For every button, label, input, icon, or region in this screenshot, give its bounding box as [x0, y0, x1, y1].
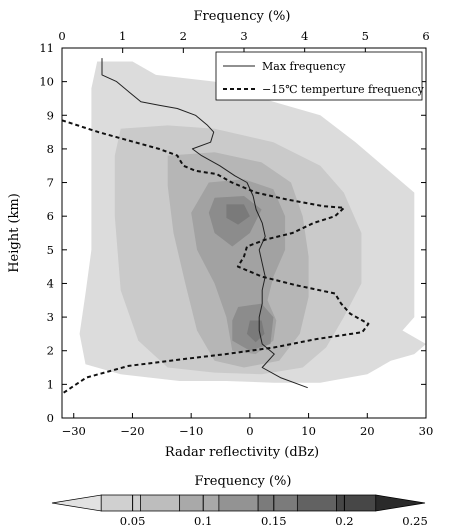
colorbar-segment: [296, 494, 337, 512]
heatmap-region-level-6: [226, 204, 250, 225]
colorbar-tick-label: 0.25: [402, 514, 428, 528]
legend: Max frequency −15℃ temperture frequency: [215, 51, 425, 101]
colorbar-title: Frequency (%): [195, 474, 292, 489]
colorbar-tick-label: 0.05: [120, 514, 146, 528]
y-tick-label: 7: [47, 176, 54, 190]
x-tick-label: 20: [360, 424, 375, 438]
legend-entry-temperature-frequency: −15℃ temperture frequency: [262, 83, 425, 96]
tick-layer: 0 1 2 3 4 5 6 7 8 9 10 11 −30 −20 −10 0 10 20 30 0 1 2 3 4 5 6: [39, 29, 433, 438]
colorbar-segment: [51, 494, 102, 512]
legend-box: [215, 51, 423, 101]
top-tick-label: 0: [58, 29, 65, 43]
colorbar: 0.05 0.1 0.15 0.2 0.25: [51, 494, 428, 528]
colorbar-segment: [257, 494, 298, 512]
y-tick-label: 8: [47, 142, 54, 156]
y-tick-label: 11: [39, 41, 54, 55]
y-tick-label: 4: [47, 276, 54, 290]
top-tick-label: 5: [362, 29, 369, 43]
top-tick-label: 3: [240, 29, 247, 43]
x-tick-label: 30: [419, 424, 434, 438]
colorbar-segment: [100, 494, 141, 512]
x-tick-label: −10: [179, 424, 203, 438]
series-line-temperature-frequency: [61, 119, 370, 395]
y-tick-label: 0: [47, 411, 54, 425]
top-axis-title: Frequency (%): [194, 9, 291, 24]
colorbar-segment: [336, 494, 377, 512]
x-tick-label: −30: [62, 424, 86, 438]
colorbar-tick-label: 0.2: [335, 514, 353, 528]
top-tick-label: 2: [180, 29, 187, 43]
x-tick-label: 0: [246, 424, 253, 438]
y-tick-label: 9: [47, 108, 54, 122]
colorbar-segment: [375, 494, 426, 512]
y-tick-label: 3: [47, 310, 54, 324]
colorbar-tick-label: 0.1: [194, 514, 212, 528]
series-layer: [61, 58, 370, 395]
y-tick-label: 5: [47, 243, 54, 257]
heatmap-layer: [79, 61, 426, 383]
y-axis-title: Height (km): [7, 193, 22, 273]
colorbar-segment: [218, 494, 259, 512]
x-axis-title: Radar reflectivity (dBz): [165, 445, 319, 460]
top-tick-label: 1: [119, 29, 126, 43]
colorbar-tick-label: 0.15: [261, 514, 287, 528]
y-tick-label: 1: [47, 377, 54, 391]
x-tick-label: 10: [301, 424, 316, 438]
top-tick-label: 6: [422, 29, 429, 43]
legend-entry-max-frequency: Max frequency: [262, 60, 346, 73]
y-tick-label: 6: [47, 209, 54, 223]
y-tick-label: 2: [47, 344, 54, 358]
y-tick-label: 10: [39, 75, 54, 89]
top-tick-label: 4: [301, 29, 308, 43]
colorbar-segment: [179, 494, 220, 512]
colorbar-segment: [140, 494, 181, 512]
x-tick-label: −20: [120, 424, 144, 438]
